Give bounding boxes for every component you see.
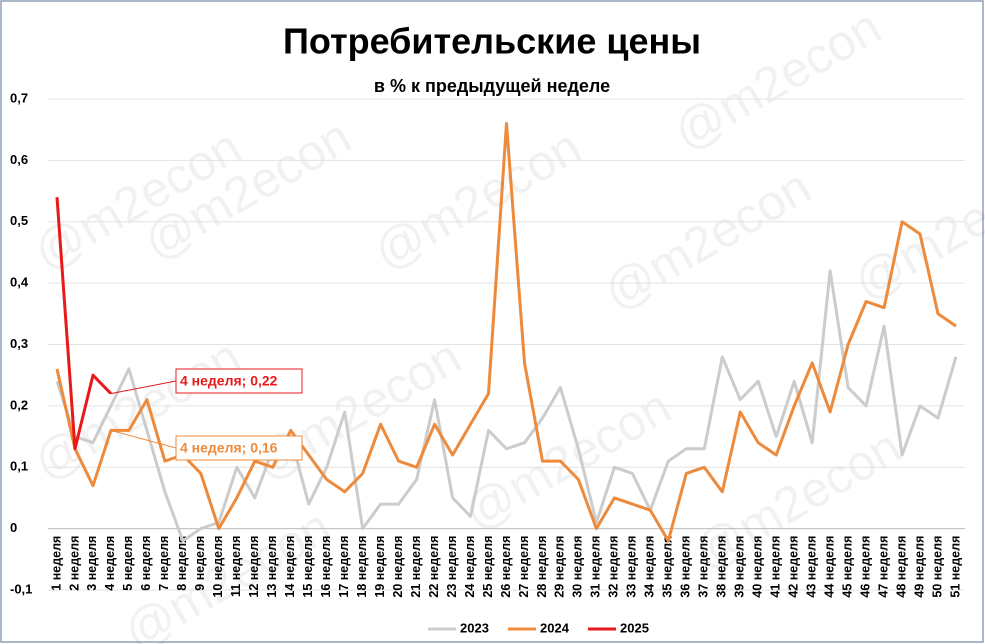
annotation-text: 4 неделя; 0,16 xyxy=(180,440,278,456)
x-tick-label: 17 неделя xyxy=(337,536,351,598)
x-tick-label: 51 неделя xyxy=(948,536,962,598)
y-tick-label: 0,2 xyxy=(10,397,28,412)
x-tick-label: 28 неделя xyxy=(535,536,549,598)
x-tick-label: 41 неделя xyxy=(769,536,783,598)
annotation-text: 4 неделя; 0,22 xyxy=(180,373,278,389)
x-tick-label: 15 неделя xyxy=(301,536,315,598)
x-tick-label: 20 неделя xyxy=(391,536,405,598)
x-tick-label: 19 неделя xyxy=(373,536,387,598)
annotation-leader xyxy=(110,380,177,395)
x-tick-label: 1 неделя xyxy=(49,536,63,591)
x-tick-label: 14 неделя xyxy=(283,536,297,598)
annotation-box xyxy=(175,368,303,394)
x-tick-label: 12 неделя xyxy=(247,536,261,598)
x-tick-label: 30 неделя xyxy=(571,536,585,598)
x-tick-label: 6 неделя xyxy=(139,536,153,591)
x-tick-label: 7 неделя xyxy=(157,536,171,591)
x-tick-label: 5 неделя xyxy=(121,536,135,591)
x-tick-label: 9 неделя xyxy=(193,536,207,591)
x-tick-label: 27 неделя xyxy=(517,536,531,598)
x-tick-label: 25 неделя xyxy=(481,536,495,598)
annotation-leader xyxy=(110,429,177,449)
x-tick-label: 37 неделя xyxy=(697,536,711,598)
x-tick-label: 29 неделя xyxy=(553,536,567,598)
y-tick-label: 0,1 xyxy=(10,459,28,474)
series-line xyxy=(55,122,957,543)
y-tick-label: 0,7 xyxy=(10,90,28,105)
x-tick-label: 3 неделя xyxy=(85,536,99,591)
x-tick-label: 50 неделя xyxy=(930,536,944,598)
legend-label: 2025 xyxy=(620,620,649,635)
x-tick-label: 24 неделя xyxy=(463,536,477,598)
x-tick-label: 40 неделя xyxy=(751,536,765,598)
x-tick-label: 16 неделя xyxy=(319,536,333,598)
x-tick-label: 47 неделя xyxy=(876,536,890,598)
series-line xyxy=(55,269,958,543)
y-tick-label: -0,1 xyxy=(10,581,32,596)
x-tick-label: 32 неделя xyxy=(607,536,621,598)
chart-subtitle: в % к предыдущей неделе xyxy=(374,76,610,96)
y-tick-label: 0,5 xyxy=(10,213,28,228)
x-tick-label: 49 неделя xyxy=(912,536,926,598)
legend-label: 2023 xyxy=(460,620,489,635)
x-tick-label: 46 неделя xyxy=(858,536,872,598)
x-tick-label: 39 неделя xyxy=(733,536,747,598)
x-tick-label: 35 неделя xyxy=(661,536,675,598)
y-tick-label: 0 xyxy=(10,520,17,535)
x-tick-label: 36 неделя xyxy=(679,536,693,598)
x-tick-label: 2 неделя xyxy=(67,536,81,591)
x-tick-label: 48 неделя xyxy=(894,536,908,598)
x-tick-label: 31 неделя xyxy=(589,536,603,598)
x-tick-label: 42 неделя xyxy=(786,536,800,598)
x-tick-label: 33 неделя xyxy=(625,536,639,598)
chart-title: Потребительские цены xyxy=(283,21,701,62)
x-tick-label: 21 неделя xyxy=(409,536,423,598)
annotation-box xyxy=(175,435,303,461)
x-tick-label: 34 неделя xyxy=(643,536,657,598)
x-tick-label: 26 неделя xyxy=(499,536,513,598)
x-tick-label: 8 неделя xyxy=(175,536,189,591)
x-tick-label: 45 неделя xyxy=(840,536,854,598)
y-tick-label: 0,3 xyxy=(10,336,28,351)
x-tick-label: 43 неделя xyxy=(804,536,818,598)
x-tick-label: 13 неделя xyxy=(265,536,279,598)
legend-label: 2024 xyxy=(540,620,570,635)
series-line xyxy=(55,197,112,451)
x-tick-label: 22 неделя xyxy=(427,536,441,598)
x-tick-label: 38 неделя xyxy=(715,536,729,598)
x-tick-label: 44 неделя xyxy=(822,536,836,598)
x-tick-label: 11 неделя xyxy=(229,536,243,597)
y-tick-label: 0,6 xyxy=(10,152,28,167)
x-tick-label: 10 неделя xyxy=(211,536,225,598)
x-tick-label: 23 неделя xyxy=(445,536,459,598)
x-tick-label: 18 неделя xyxy=(355,536,369,598)
y-tick-label: 0,4 xyxy=(10,275,29,290)
x-tick-label: 4 неделя xyxy=(103,536,117,591)
